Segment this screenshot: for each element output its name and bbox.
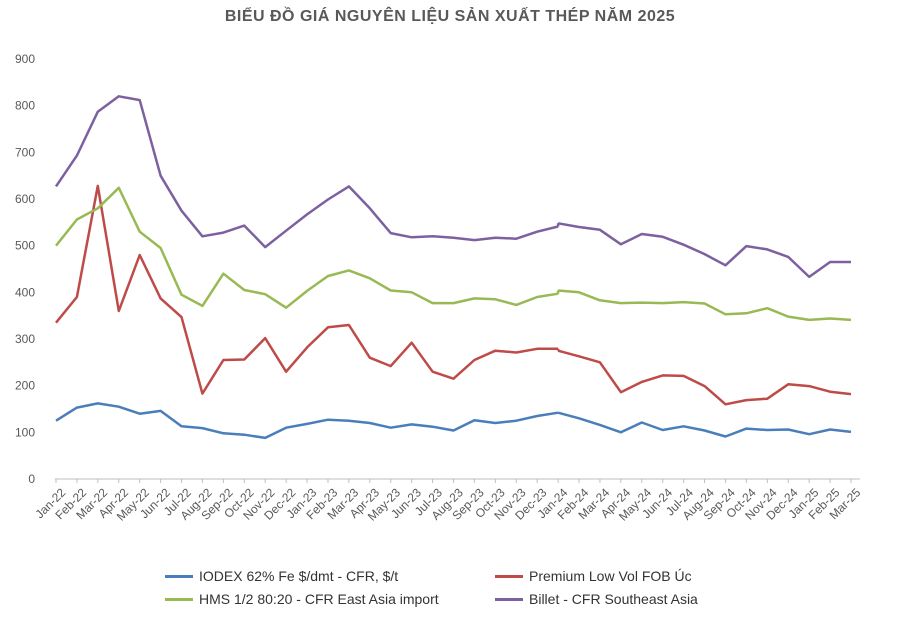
legend-swatch-billet	[495, 597, 523, 601]
y-tick-label: 800	[15, 99, 35, 113]
legend-item-premium: Premium Low Vol FOB Úc	[495, 568, 692, 584]
x-axis-labels: Jan-22Feb-22Mar-22Apr-22May-22Jun-22Jul-…	[32, 479, 864, 524]
chart-title: BIỂU ĐỒ GIÁ NGUYÊN LIỆU SẢN XUẤT THÉP NĂ…	[224, 8, 676, 25]
y-axis-labels: 0 100 200 300 400 500 600 700 800 900	[15, 52, 35, 486]
y-tick-label: 200	[15, 379, 35, 393]
series-line-hms-a	[55, 186, 559, 309]
legend-swatch-hms	[165, 597, 193, 601]
y-tick-label: 500	[15, 239, 35, 253]
series-line-premium-a	[55, 184, 559, 395]
legend-swatch-premium	[495, 574, 523, 578]
series-line-billet-a	[54, 95, 559, 249]
legend-label-billet: Billet - CFR Southeast Asia	[529, 591, 698, 607]
y-tick-label: 400	[15, 285, 35, 299]
legend-item-iodex: IODEX 62% Fe $/dmt - CFR, $/t	[165, 568, 398, 584]
y-tick-label: 600	[15, 192, 35, 206]
series-line-premium-b	[557, 349, 852, 406]
series-line-iodex-b	[557, 411, 852, 438]
y-tick-label: 700	[15, 145, 35, 159]
legend-label-premium: Premium Low Vol FOB Úc	[529, 568, 692, 584]
series-line-iodex-a	[55, 402, 559, 440]
y-tick-label: 100	[15, 425, 35, 439]
y-tick-label: 0	[28, 472, 35, 486]
y-tick-label: 300	[15, 332, 35, 346]
series-line-billet-b	[557, 222, 851, 279]
legend-swatch-iodex	[165, 574, 193, 578]
series-lines	[54, 95, 852, 440]
legend-item-hms: HMS 1/2 80:20 - CFR East Asia import	[165, 591, 439, 607]
legend-item-billet: Billet - CFR Southeast Asia	[495, 591, 698, 607]
legend-label-hms: HMS 1/2 80:20 - CFR East Asia import	[199, 591, 439, 607]
y-tick-label: 900	[15, 52, 35, 66]
series-line-hms-b	[557, 289, 852, 322]
legend-label-iodex: IODEX 62% Fe $/dmt - CFR, $/t	[199, 568, 399, 584]
